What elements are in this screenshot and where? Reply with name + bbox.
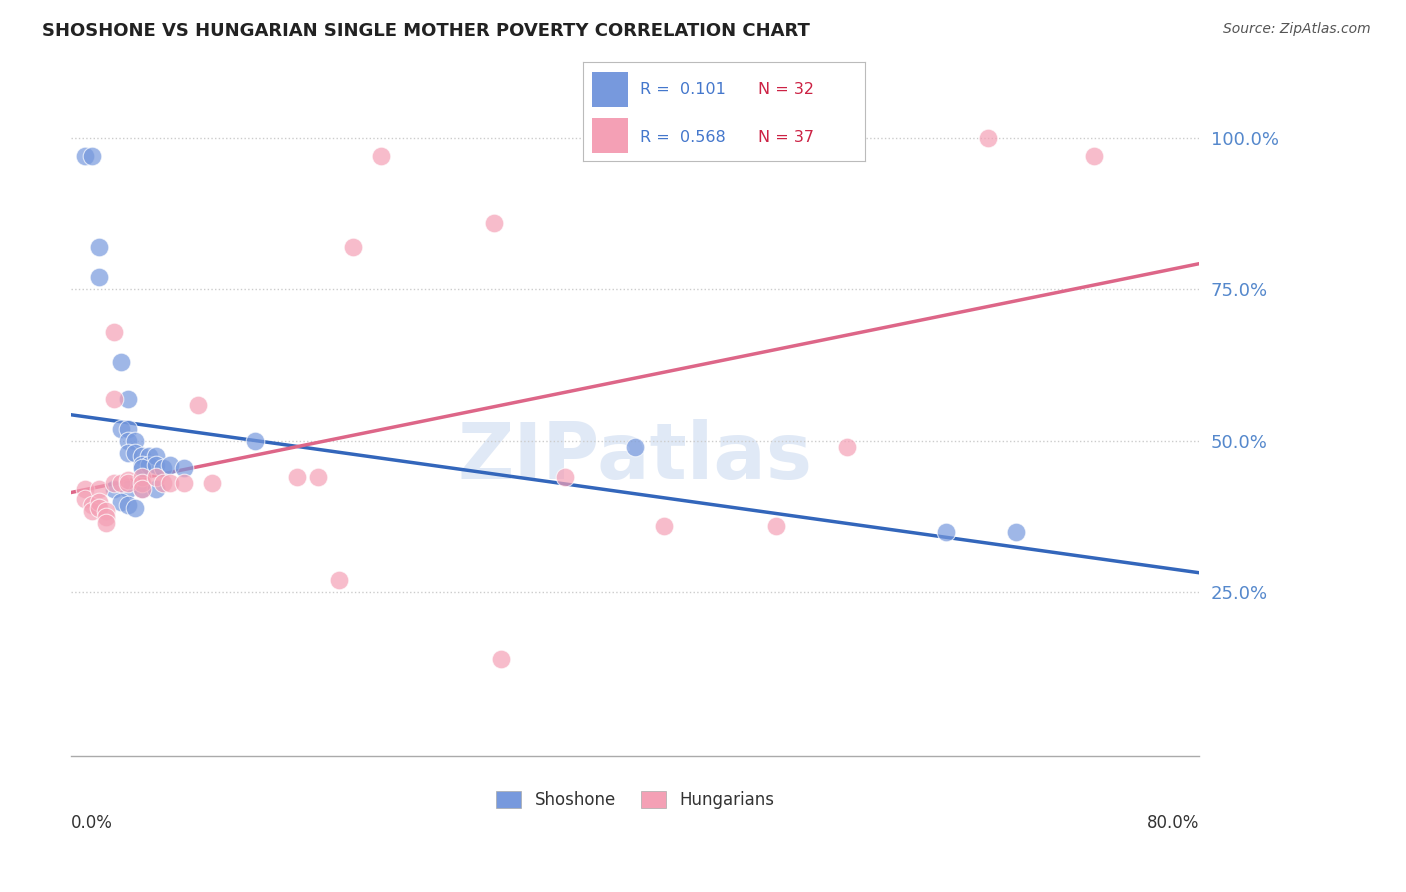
Point <box>117 498 139 512</box>
Point <box>96 503 118 517</box>
Point <box>173 461 195 475</box>
Point <box>201 476 224 491</box>
Point <box>1083 149 1105 163</box>
Point <box>75 149 97 163</box>
Point <box>96 516 118 530</box>
Point <box>328 574 350 588</box>
Point <box>89 270 111 285</box>
Text: N = 37: N = 37 <box>758 130 814 145</box>
Point <box>1005 524 1028 539</box>
Point <box>131 458 153 473</box>
Text: 80.0%: 80.0% <box>1147 814 1199 831</box>
Point <box>75 483 97 497</box>
Text: 0.0%: 0.0% <box>72 814 112 831</box>
Point <box>484 216 506 230</box>
Point <box>117 483 139 497</box>
Point <box>131 449 153 463</box>
Point <box>145 483 167 497</box>
Text: N = 32: N = 32 <box>758 82 814 97</box>
Point <box>491 652 513 666</box>
Point <box>131 483 153 497</box>
Text: R =  0.101: R = 0.101 <box>640 82 725 97</box>
Point <box>187 398 209 412</box>
Legend: Shoshone, Hungarians: Shoshone, Hungarians <box>489 784 780 815</box>
Point <box>977 131 1000 145</box>
Point <box>138 458 160 473</box>
Point <box>82 149 104 163</box>
Point <box>82 498 104 512</box>
Point <box>285 470 308 484</box>
Text: SHOSHONE VS HUNGARIAN SINGLE MOTHER POVERTY CORRELATION CHART: SHOSHONE VS HUNGARIAN SINGLE MOTHER POVE… <box>42 22 810 40</box>
Point <box>652 518 675 533</box>
Point <box>554 470 576 484</box>
Point <box>124 434 146 448</box>
Point <box>131 461 153 475</box>
Point <box>117 474 139 488</box>
Point <box>89 240 111 254</box>
Point <box>110 476 132 491</box>
Bar <box>592 72 628 107</box>
Point <box>145 449 167 463</box>
Point <box>117 476 139 491</box>
Point <box>117 422 139 436</box>
Point <box>82 503 104 517</box>
Point <box>138 449 160 463</box>
Point <box>342 240 364 254</box>
Point <box>131 476 153 491</box>
Point <box>103 325 125 339</box>
Point <box>124 446 146 460</box>
Point <box>159 476 181 491</box>
Point <box>145 470 167 484</box>
Point <box>152 476 174 491</box>
Point <box>110 422 132 436</box>
Text: R =  0.568: R = 0.568 <box>640 130 725 145</box>
Text: Source: ZipAtlas.com: Source: ZipAtlas.com <box>1223 22 1371 37</box>
Bar <box>592 119 628 153</box>
Point <box>117 434 139 448</box>
Point <box>103 483 125 497</box>
Point <box>89 483 111 497</box>
Point <box>835 440 858 454</box>
Text: ZIPatlas: ZIPatlas <box>458 419 813 495</box>
Point <box>124 500 146 515</box>
Point <box>173 476 195 491</box>
Point <box>145 458 167 473</box>
Point <box>96 509 118 524</box>
Point <box>89 500 111 515</box>
Point <box>117 446 139 460</box>
Point <box>110 494 132 508</box>
Point <box>152 461 174 475</box>
Point <box>159 458 181 473</box>
Point <box>89 494 111 508</box>
Point <box>131 470 153 484</box>
Point <box>243 434 266 448</box>
Point <box>110 355 132 369</box>
Point <box>935 524 957 539</box>
Point <box>765 518 787 533</box>
Point <box>307 470 329 484</box>
Point <box>117 392 139 406</box>
Point <box>370 149 392 163</box>
Point <box>103 476 125 491</box>
Point <box>75 491 97 506</box>
Point <box>103 392 125 406</box>
Point <box>624 440 647 454</box>
Point <box>131 483 153 497</box>
